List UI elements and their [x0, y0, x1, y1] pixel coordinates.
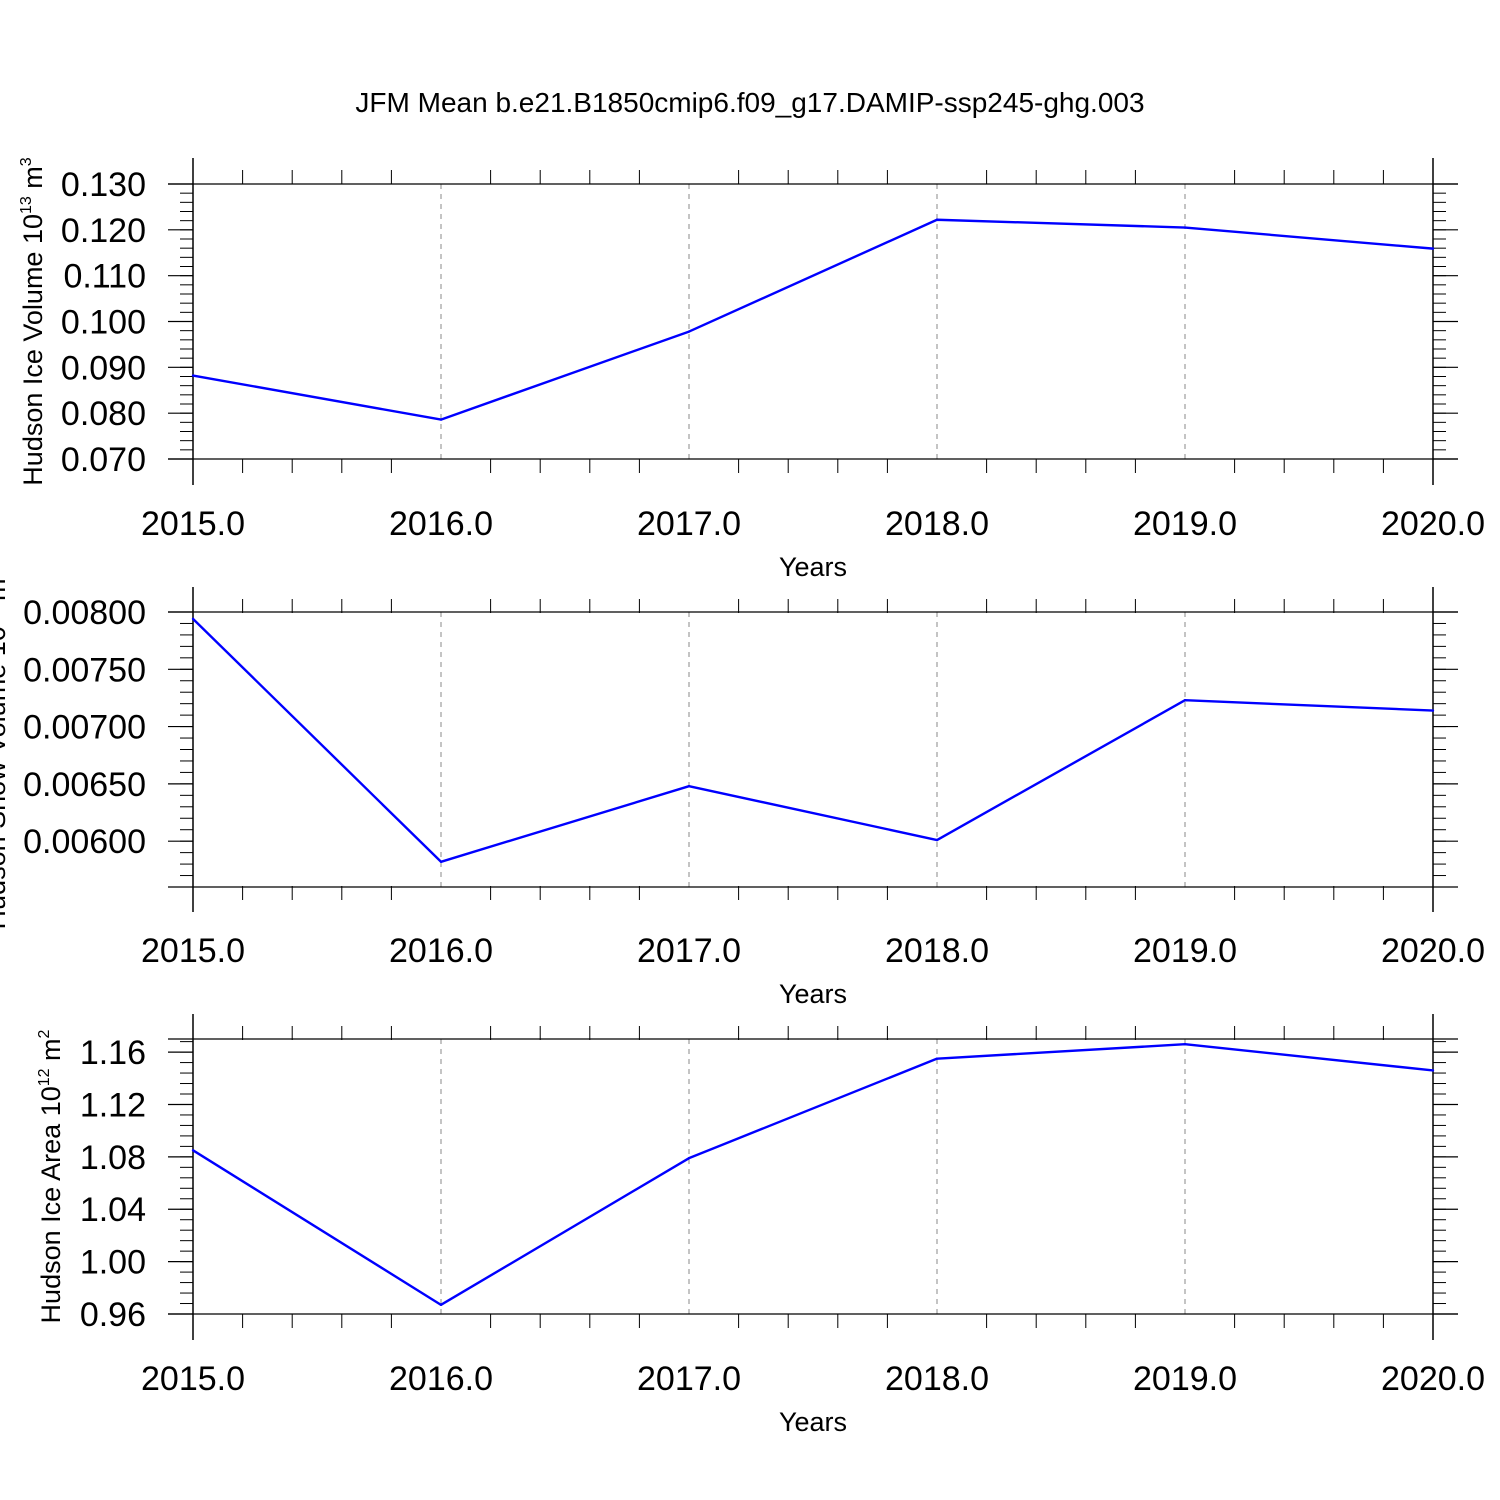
x-tick-label: 2019.0 — [1133, 505, 1237, 543]
x-tick-label: 2016.0 — [389, 1360, 493, 1398]
y-axis-label: Hudson Ice Area 1012 m2 — [36, 1029, 66, 1323]
x-axis-label: Years — [779, 552, 847, 582]
y-tick-label: 0.130 — [61, 166, 146, 204]
x-tick-label: 2018.0 — [885, 932, 989, 970]
data-point — [935, 1057, 939, 1060]
y-tick-label: 0.00800 — [23, 594, 146, 632]
y-tick-label: 0.00600 — [23, 823, 146, 861]
data-point — [439, 418, 443, 421]
x-tick-label: 2018.0 — [885, 1360, 989, 1398]
y-axis-label: Hudson Ice Volume 1013 m3 — [18, 157, 48, 485]
data-point — [1183, 1043, 1187, 1046]
x-axis-label: Years — [779, 979, 847, 1009]
x-tick-label: 2019.0 — [1133, 1360, 1237, 1398]
data-point — [935, 218, 939, 221]
data-point — [191, 374, 195, 377]
data-point — [439, 1303, 443, 1307]
data-point — [935, 838, 939, 842]
y-tick-label: 0.090 — [61, 349, 146, 387]
x-tick-label: 2020.0 — [1381, 932, 1485, 970]
x-tick-label: 2015.0 — [141, 932, 245, 970]
data-point — [687, 330, 691, 333]
data-point — [1431, 247, 1435, 250]
y-tick-label: 1.12 — [80, 1086, 146, 1124]
series-line — [192, 618, 1434, 863]
y-tick-label: 1.04 — [80, 1191, 146, 1229]
y-axis-label: Hudson Snow Volume 1013 m3 — [0, 569, 11, 929]
series-line — [192, 1043, 1434, 1307]
x-tick-label: 2017.0 — [637, 932, 741, 970]
panel-1: 0.070 0.080 0.090 0.100 0.110 0.120 0.130 2015.… — [18, 157, 1485, 582]
x-tick-label: 2018.0 — [885, 505, 989, 543]
x-axis-label: Years — [779, 1407, 847, 1437]
x-tick-label: 2017.0 — [637, 505, 741, 543]
y-tick-label: 0.120 — [61, 212, 146, 250]
y-tick-label: 0.00750 — [23, 651, 146, 689]
x-tick-label: 2020.0 — [1381, 1360, 1485, 1398]
x-tick-label: 2015.0 — [141, 505, 245, 543]
x-tick-label: 2015.0 — [141, 1360, 245, 1398]
x-tick-label: 2016.0 — [389, 932, 493, 970]
x-tick-label: 2019.0 — [1133, 932, 1237, 970]
data-point — [1183, 699, 1187, 702]
chart-title: JFM Mean b.e21.B1850cmip6.f09_g17.DAMIP-… — [355, 87, 1144, 118]
y-tick-label: 0.070 — [61, 441, 146, 479]
data-point — [1431, 709, 1435, 712]
data-point — [191, 617, 195, 621]
x-tick-label: 2016.0 — [389, 505, 493, 543]
y-tick-label: 0.00700 — [23, 709, 146, 747]
x-tick-label: 2020.0 — [1381, 505, 1485, 543]
y-tick-label: 1.16 — [80, 1034, 146, 1072]
data-point — [1183, 226, 1187, 229]
y-tick-label: 0.080 — [61, 395, 146, 433]
data-point — [1431, 1069, 1435, 1072]
y-tick-label: 0.100 — [61, 304, 146, 342]
y-tick-label: 1.08 — [80, 1139, 146, 1177]
y-tick-label: 0.00650 — [23, 766, 146, 804]
data-point — [687, 784, 691, 788]
series-line — [192, 218, 1434, 421]
panel-2: 0.00600 0.00650 0.00700 0.00750 0.00800 2015.… — [0, 569, 1485, 1009]
y-tick-label: 0.96 — [80, 1296, 146, 1334]
x-tick-label: 2017.0 — [637, 1360, 741, 1398]
data-point — [439, 860, 443, 863]
data-point — [687, 1156, 691, 1160]
data-point — [191, 1149, 195, 1152]
panel-3: 0.96 1.00 1.04 1.08 1.12 1.16 2015.0 2016.0 2017… — [36, 1014, 1485, 1437]
y-tick-label: 0.110 — [63, 258, 146, 296]
y-tick-label: 1.00 — [80, 1244, 146, 1282]
